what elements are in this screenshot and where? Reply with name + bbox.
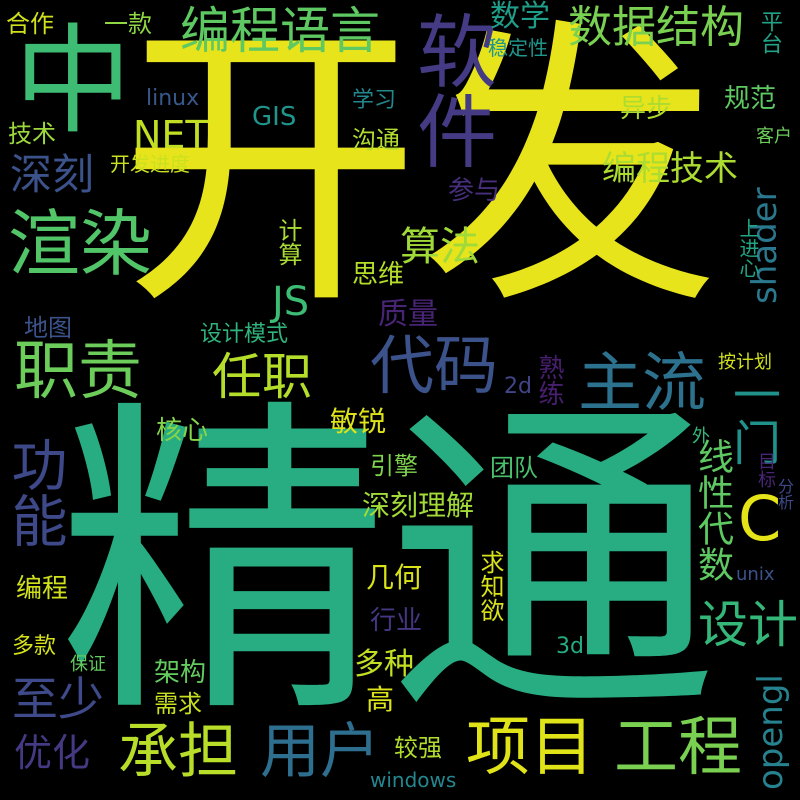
word-yonghu: 用户 xyxy=(260,717,380,787)
word-biancheng: 编程 xyxy=(16,574,69,604)
word-3d: 3d xyxy=(556,634,584,659)
word-duokuan: 多款 xyxy=(12,634,57,659)
word-minrui: 敏锐 xyxy=(330,405,387,438)
word-goutong: 沟通 xyxy=(352,126,400,154)
word-wendingxing: 稳定性 xyxy=(488,36,548,60)
word-yinqing: 引擎 xyxy=(370,452,418,480)
word-youhua: 优化 xyxy=(14,731,91,775)
word-fenxi: 分析 xyxy=(775,478,794,510)
word-mubiao: 目标 xyxy=(755,452,776,488)
word-shuju-jiegou: 数据结构 xyxy=(568,2,744,53)
word-xiangmu: 项目 xyxy=(466,711,594,785)
word-kaifa: 开发 xyxy=(120,0,720,344)
word-tuandui: 团队 xyxy=(490,454,538,482)
word-daima: 代码 xyxy=(370,330,498,404)
word-net: NET xyxy=(133,113,209,157)
word-sheji: 设计 xyxy=(698,596,798,654)
word-hangye: 行业 xyxy=(370,606,423,636)
word-ditu: 地图 xyxy=(24,314,72,342)
word-jiagou: 架构 xyxy=(154,658,207,688)
word-zhishao: 至少 xyxy=(12,672,104,726)
word-gongcheng: 工程 xyxy=(614,711,742,785)
word-siwei: 思维 xyxy=(352,260,405,290)
word-kaifa-jindu: 开发进度 xyxy=(110,152,190,176)
word-shenke-lijie: 深刻理解 xyxy=(362,489,475,522)
word-anjihua: 按计划 xyxy=(718,352,772,373)
word-xuqiu: 需求 xyxy=(154,690,202,718)
word-jishu: 技术 xyxy=(8,120,56,148)
word-opengl: opengl xyxy=(751,674,791,790)
word-jiaoqiang: 较强 xyxy=(394,734,442,762)
word-qiuzhiyu: 求知欲 xyxy=(476,550,504,622)
word-yimen: 一门 xyxy=(724,370,780,466)
word-chengdan: 承担 xyxy=(118,717,238,787)
word-2d: 2d xyxy=(504,374,532,399)
word-baozheng: 保证 xyxy=(70,654,106,675)
word-windows: windows xyxy=(370,768,457,792)
word-zhiliang: 质量 xyxy=(378,297,438,332)
word-xianxing-daishu: 线性代数 xyxy=(692,438,733,582)
word-hexin: 核心 xyxy=(156,416,209,446)
word-gongneng: 功能 xyxy=(2,436,67,548)
word-duozhong: 多种 xyxy=(354,647,414,682)
word-zhong: 中 xyxy=(14,12,133,150)
word-ruanjian: 软件 xyxy=(404,10,497,170)
word-guifan: 规范 xyxy=(724,84,777,114)
word-shangjinxin: 上进心 xyxy=(736,218,760,278)
word-canyu: 参与 xyxy=(448,176,501,206)
word-xuexi: 学习 xyxy=(352,88,397,113)
word-sheji-moshi: 设计模式 xyxy=(200,322,289,347)
word-unix: unix xyxy=(736,564,775,585)
word-jihe: 几何 xyxy=(366,561,423,594)
word-jingtong: 精通 xyxy=(58,373,718,757)
word-pingtai: 平台 xyxy=(757,10,782,54)
word-biancheng-yuyan: 编程语言 xyxy=(180,2,380,60)
word-zhize: 职责 xyxy=(14,335,142,409)
word-suanfa: 算法 xyxy=(400,224,480,270)
word-kehu: 客户 xyxy=(756,126,792,147)
word-yibu: 异步 xyxy=(620,94,673,124)
word-shenke: 深刻 xyxy=(10,150,95,199)
word-renzhi: 任职 xyxy=(212,348,312,406)
word-c: C xyxy=(738,482,782,555)
word-jisuan: 计算 xyxy=(274,218,302,266)
word-yikuan: 一款 xyxy=(104,10,152,38)
word-gis: GIS xyxy=(252,102,297,132)
word-biancheng-jishu: 编程技术 xyxy=(602,149,738,189)
word-hezuo: 合作 xyxy=(6,10,54,38)
word-linux: linux xyxy=(146,86,200,111)
word-zhuliu: 主流 xyxy=(578,347,706,421)
word-shuxue: 数学 xyxy=(490,0,550,34)
word-xuanran: 渲染 xyxy=(8,202,153,286)
word-shulian: 熟练 xyxy=(534,354,564,406)
word-gao: 高 xyxy=(366,683,395,716)
word-js: JS xyxy=(272,279,310,325)
word-wai: 外 xyxy=(692,426,710,447)
